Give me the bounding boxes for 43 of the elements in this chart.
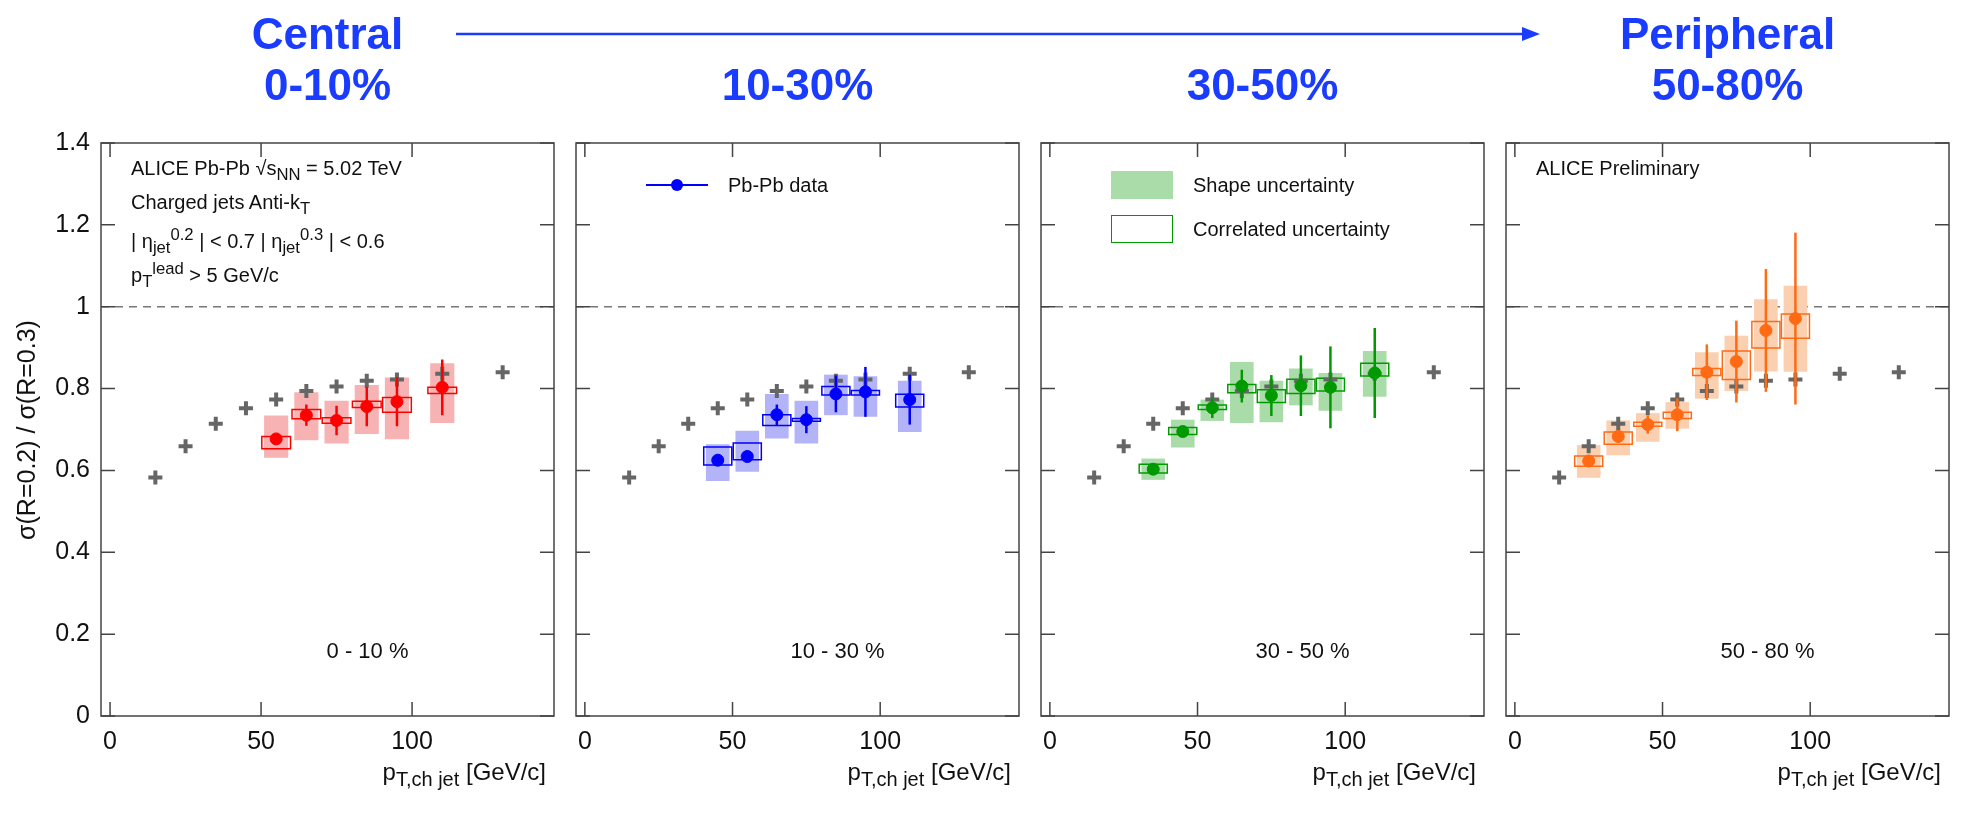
chart-subtitle: Central (250, 8, 405, 60)
chart-title: 0-10% (262, 60, 393, 110)
y-tick-label: 0.2 (55, 618, 90, 647)
x-axis-title: p$_{T,ch jet}$ [GeV/c] (1311, 758, 1476, 791)
y-tick-label: 1 (76, 290, 90, 319)
y-tick-label: 0.6 (55, 454, 90, 483)
x-tick-label: 100 (1789, 725, 1832, 754)
x-tick-label: 0 (103, 725, 118, 754)
y-axis-title: σ(R=0.2) / σ(R=0.3) (11, 319, 41, 540)
annotation: ALICE Preliminary (1536, 157, 1700, 180)
chart-title: 50-80% (1650, 60, 1805, 110)
x-axis-title: p$_{T,ch jet}$ [GeV/c] (381, 758, 546, 791)
annotation: | η$_{jet}$$^{0.2}$ | < 0.7 | η$_{jet}$$^{0.3}$ | < 0.6 (131, 225, 385, 258)
x-tick-label: 100 (391, 725, 433, 754)
chart-title: 10-30% (720, 60, 875, 110)
x-tick-label: 100 (859, 725, 902, 754)
y-tick-label: 0 (76, 699, 90, 728)
x-tick-label: 100 (1324, 725, 1367, 754)
y-tick-label: 0.8 (55, 372, 90, 401)
x-tick-label: 0 (577, 725, 592, 754)
annotation: p$_{T}$$^{lead}$ > 5 GeV/c (131, 259, 279, 292)
legend-label: Correlated uncertainty (1193, 217, 1390, 241)
annotation: Charged jets Anti-k$_{T}$ (131, 191, 311, 219)
x-tick-label: 0 (1507, 725, 1522, 754)
y-tick-label: 0.4 (55, 536, 91, 565)
chart-subtitle: Peripheral (1618, 8, 1837, 60)
annotation: 0 - 10 % (326, 638, 409, 664)
annotation: 50 - 80 % (1720, 638, 1815, 664)
x-tick-label: 0 (1042, 725, 1057, 754)
x-tick-label: 50 (1183, 725, 1212, 754)
annotation: 30 - 50 % (1255, 638, 1350, 664)
chart-title: 30-50% (1185, 60, 1340, 110)
x-tick-label: 50 (1648, 725, 1677, 754)
x-tick-label: 50 (718, 725, 747, 754)
y-tick-label: 1.2 (55, 208, 90, 237)
legend-label: Shape uncertainty (1193, 173, 1355, 197)
y-tick-label: 1.4 (55, 126, 91, 155)
x-axis-title: p$_{T,ch jet}$ [GeV/c] (846, 758, 1011, 791)
annotation: 10 - 30 % (790, 638, 885, 664)
x-tick-label: 50 (247, 725, 275, 754)
annotation: ALICE Pb-Pb √s$_{NN}$ = 5.02 TeV (131, 157, 402, 185)
legend-label: Pb-Pb data (728, 173, 829, 197)
x-axis-title: p$_{T,ch jet}$ [GeV/c] (1776, 758, 1941, 791)
